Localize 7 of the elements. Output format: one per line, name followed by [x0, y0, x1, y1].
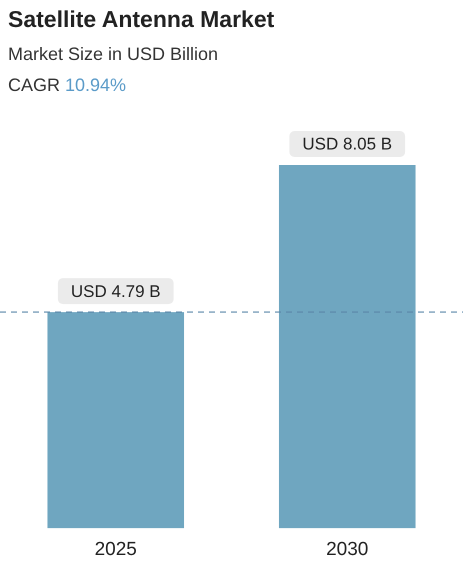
text: CAGR 10.94%	[8, 75, 126, 96]
data-label: USD 4.79 B	[70, 282, 161, 301]
x-tick-label: 2025	[94, 538, 137, 560]
chart-subtitle: Market Size in USD Billion	[8, 44, 218, 65]
data-label: USD 8.05 B	[302, 134, 392, 154]
x-tick-label: 2030	[326, 538, 368, 560]
chart-title: Satellite Antenna Market	[8, 6, 274, 33]
